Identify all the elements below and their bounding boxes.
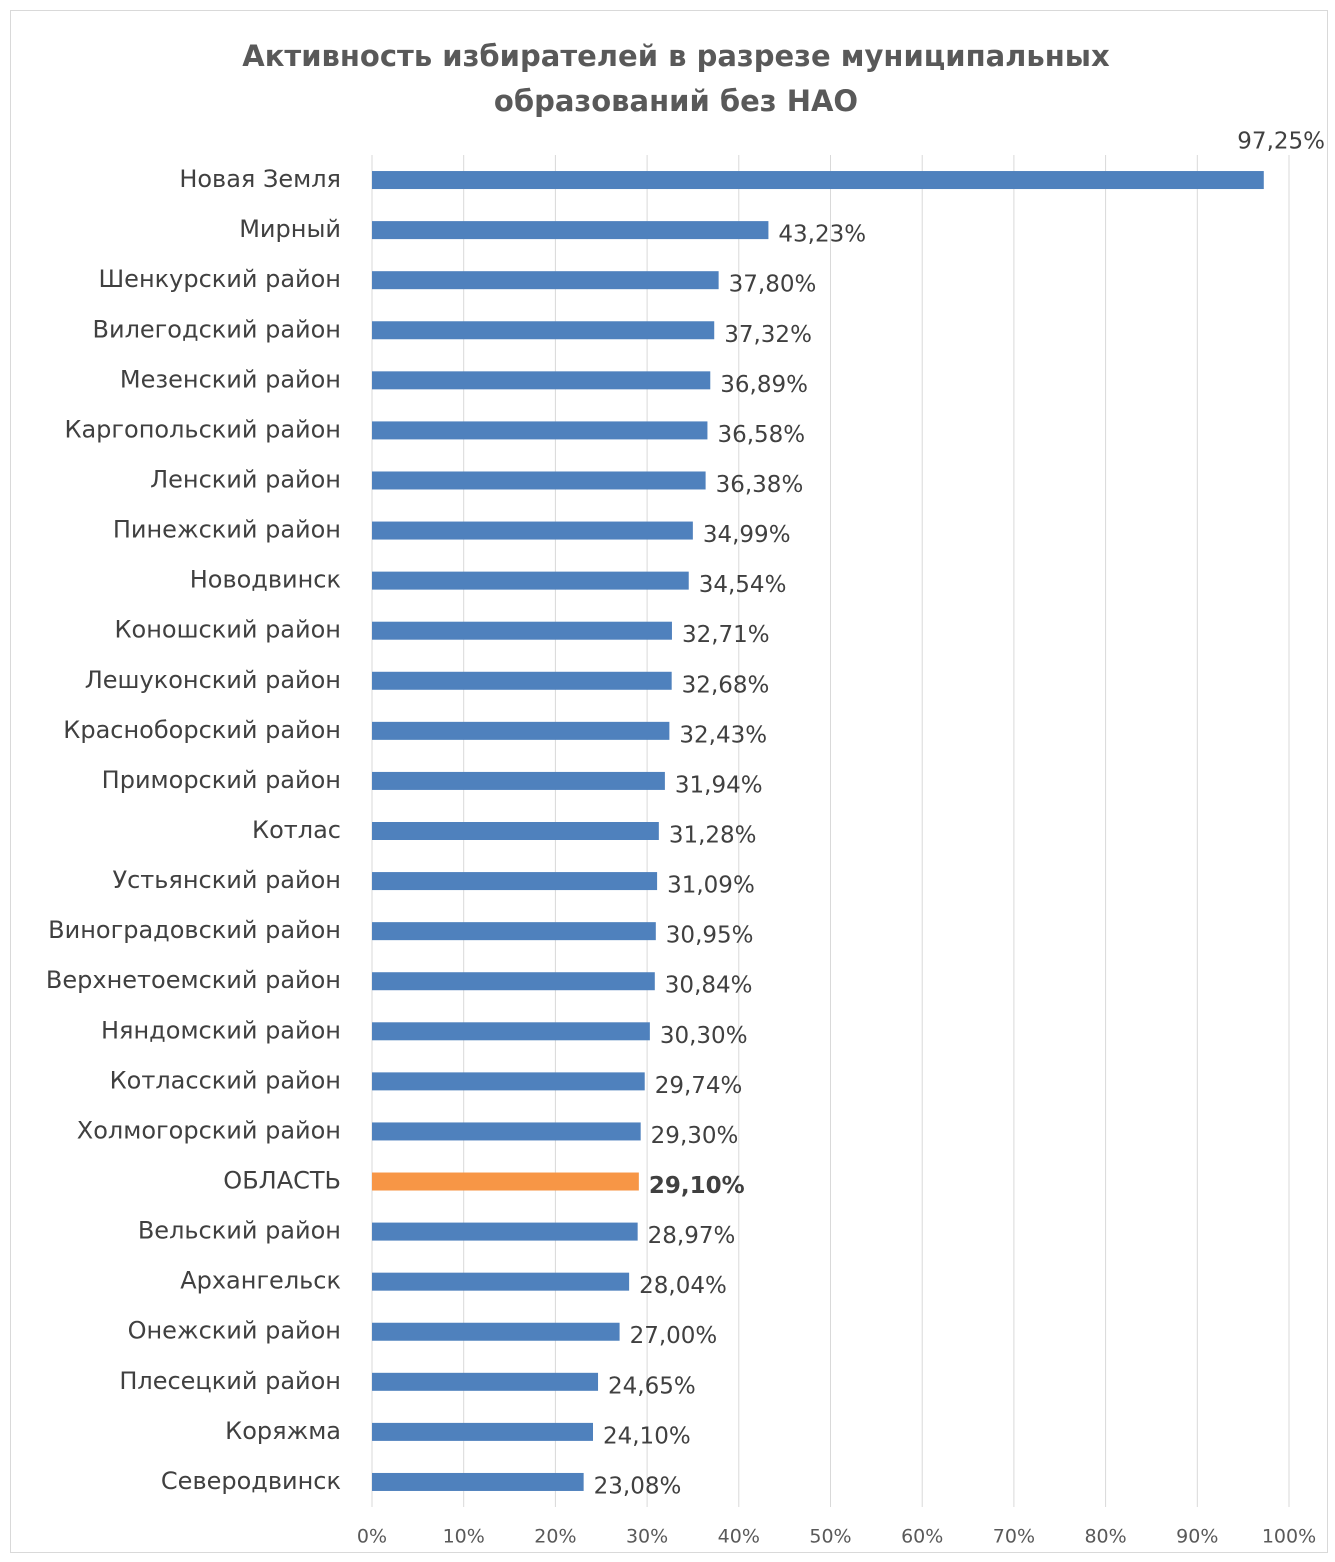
- value-label: 30,84%: [665, 973, 753, 999]
- bar: [372, 1022, 650, 1041]
- value-label: 30,30%: [660, 1023, 748, 1049]
- x-tick-label: 20%: [534, 1526, 576, 1548]
- value-label: 36,38%: [716, 472, 804, 498]
- bar: [372, 1322, 620, 1341]
- category-label: Верхнетоемский район: [46, 966, 341, 994]
- bar: [372, 171, 1264, 190]
- category-label: Устьянский район: [112, 866, 341, 894]
- value-label: 28,04%: [639, 1273, 727, 1299]
- bar: [372, 771, 665, 790]
- value-label: 32,68%: [682, 672, 770, 698]
- category-label: Коряжма: [225, 1417, 341, 1445]
- value-label: 24,10%: [603, 1423, 691, 1449]
- category-label: Вилегодский район: [93, 315, 341, 343]
- category-label: Котлас: [252, 816, 341, 844]
- value-label: 28,97%: [648, 1223, 736, 1249]
- bar: [372, 671, 672, 690]
- bar: [372, 1122, 641, 1141]
- bar: [372, 471, 706, 490]
- value-label: 43,23%: [778, 222, 866, 248]
- category-label: Красноборский район: [63, 716, 341, 744]
- category-label: Приморский район: [102, 766, 341, 794]
- category-label: Холмогорский район: [77, 1116, 341, 1144]
- x-tick-label: 100%: [1262, 1526, 1316, 1548]
- bar: [372, 1422, 593, 1441]
- category-label: Плесецкий район: [119, 1367, 341, 1395]
- value-label: 29,10%: [649, 1173, 745, 1199]
- value-label: 37,80%: [729, 272, 817, 298]
- x-tick-label: 0%: [357, 1526, 387, 1548]
- bar: [372, 822, 659, 840]
- x-tick-label: 50%: [809, 1526, 851, 1548]
- value-label: 32,43%: [679, 722, 767, 748]
- value-label: 29,74%: [655, 1073, 743, 1099]
- bar: [372, 421, 708, 440]
- category-label: Шенкурский район: [99, 265, 341, 293]
- chart-frame: [10, 10, 1328, 1553]
- bar: [372, 1372, 599, 1391]
- bar: [372, 721, 670, 740]
- value-label: 36,89%: [720, 372, 808, 398]
- category-label: Ленский район: [150, 465, 341, 493]
- bar: [372, 872, 658, 891]
- category-label: ОБЛАСТЬ: [223, 1167, 341, 1195]
- bar: [372, 1272, 630, 1291]
- value-label: 23,08%: [594, 1473, 682, 1499]
- category-label: Коношский район: [115, 616, 342, 644]
- bar: [372, 922, 656, 941]
- value-label: 36,58%: [717, 422, 805, 448]
- bar: [372, 1472, 584, 1491]
- x-tick-label: 80%: [1084, 1526, 1126, 1548]
- x-tick-label: 70%: [993, 1526, 1035, 1548]
- bar: [372, 1072, 645, 1091]
- chart-title: Активность избирателей в разрезе муницип…: [242, 39, 1110, 118]
- value-label: 31,09%: [667, 873, 755, 899]
- value-label: 37,32%: [724, 322, 812, 348]
- category-label: Архангельск: [180, 1267, 341, 1295]
- x-tick-label: 30%: [626, 1526, 668, 1548]
- bar: [372, 1222, 638, 1241]
- category-label: Лешуконский район: [85, 666, 341, 694]
- category-label: Котласский район: [110, 1066, 341, 1094]
- value-label: 97,25%: [1237, 129, 1325, 155]
- category-label: Няндомский район: [101, 1016, 341, 1044]
- bar: [372, 621, 672, 640]
- bar: [372, 972, 655, 991]
- x-tick-label: 40%: [718, 1526, 760, 1548]
- bar: [372, 221, 769, 240]
- bar: [372, 271, 719, 290]
- value-label: 31,94%: [675, 772, 763, 798]
- x-tick-label: 90%: [1176, 1526, 1218, 1548]
- value-label: 27,00%: [630, 1323, 718, 1349]
- bar: [372, 521, 693, 540]
- category-label: Северодвинск: [161, 1467, 341, 1495]
- category-label: Пинежский район: [113, 516, 341, 544]
- category-label: Вельский район: [138, 1217, 341, 1245]
- category-label: Каргопольский район: [64, 415, 341, 443]
- category-label: Мезенский район: [120, 365, 341, 393]
- x-tick-label: 60%: [901, 1526, 943, 1548]
- value-label: 31,28%: [669, 823, 757, 849]
- bar: [372, 571, 689, 590]
- value-label: 29,30%: [651, 1123, 739, 1149]
- category-label: Виноградовский район: [48, 916, 341, 944]
- category-label: Новая Земля: [179, 165, 341, 193]
- bar: [372, 371, 711, 390]
- bar: [372, 321, 715, 340]
- value-label: 34,99%: [703, 522, 791, 548]
- value-label: 32,71%: [682, 622, 770, 648]
- value-label: 30,95%: [666, 923, 754, 949]
- value-label: 34,54%: [699, 572, 787, 598]
- bar: [372, 1172, 639, 1191]
- x-tick-label: 10%: [443, 1526, 485, 1548]
- category-label: Новодвинск: [190, 566, 341, 594]
- category-label: Мирный: [239, 215, 341, 243]
- category-label: Онежский район: [128, 1317, 341, 1345]
- value-label: 24,65%: [608, 1373, 696, 1399]
